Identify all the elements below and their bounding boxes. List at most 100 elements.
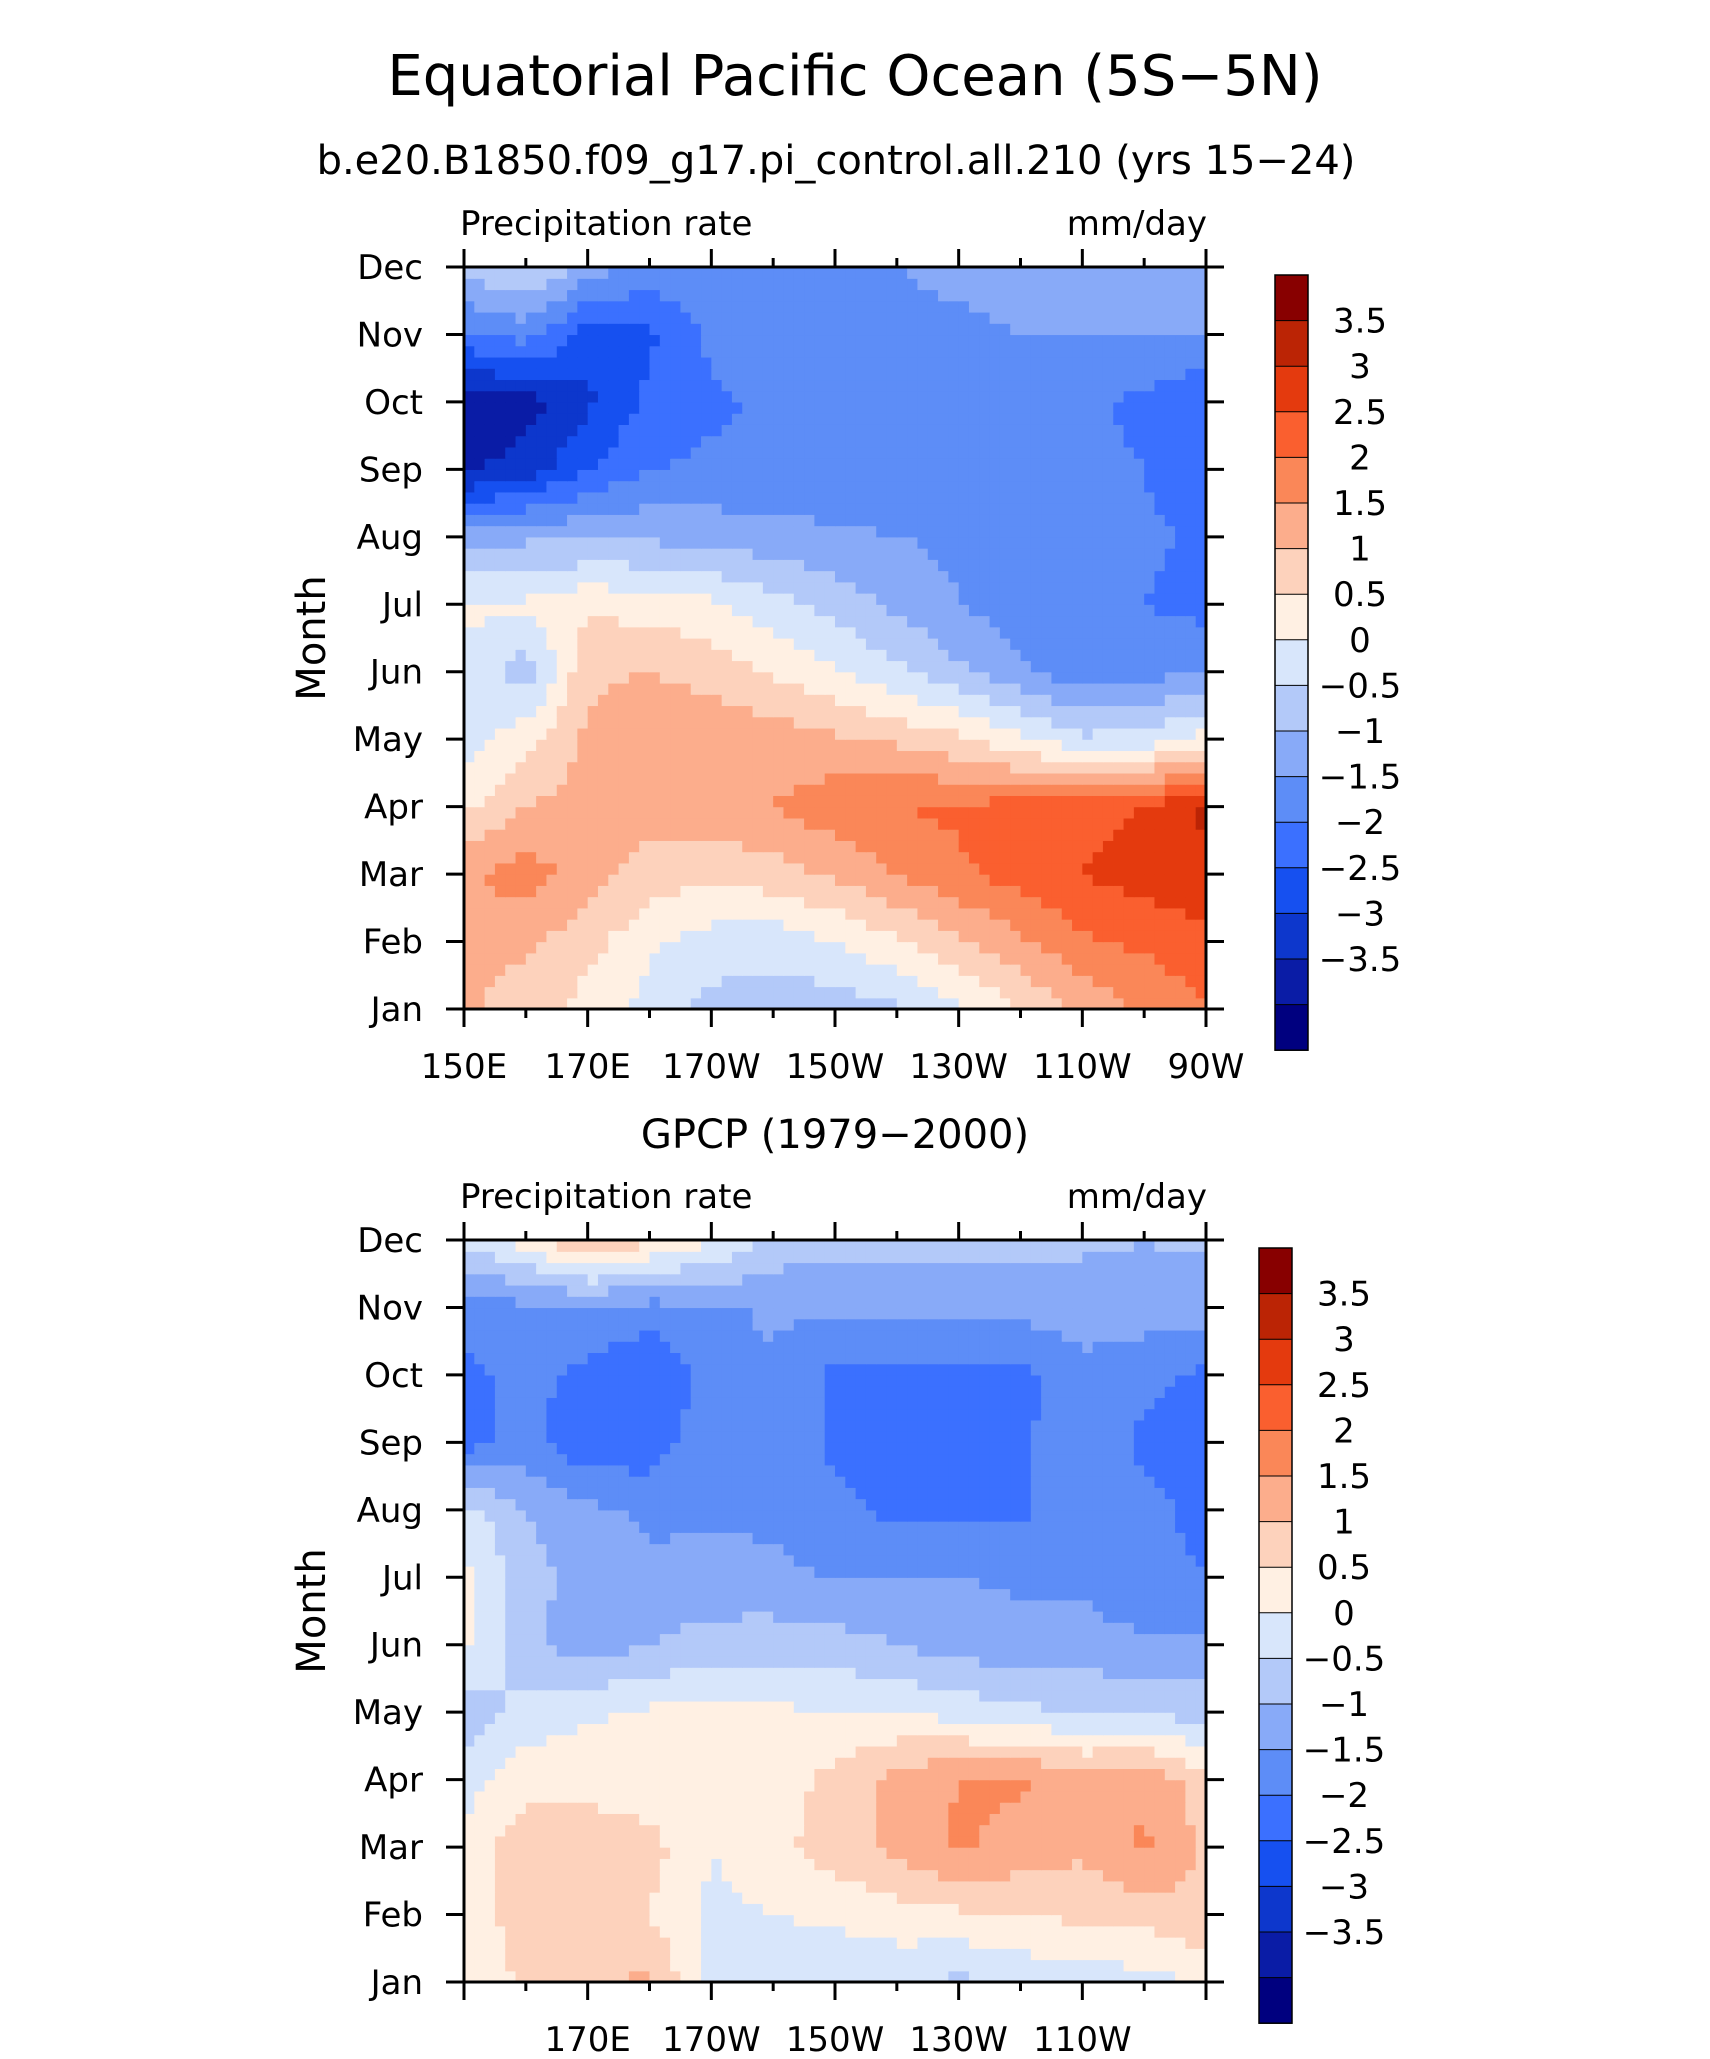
heatmap-cell: [1133, 548, 1145, 560]
heatmap-cell: [494, 930, 506, 943]
heatmap-cell: [762, 536, 774, 549]
heatmap-cell: [752, 525, 764, 538]
heatmap-cell: [876, 727, 888, 740]
heatmap-cell: [1051, 435, 1063, 448]
heatmap-cell: [752, 817, 764, 830]
heatmap-cell: [536, 615, 548, 628]
heatmap-cell: [979, 311, 991, 324]
heatmap-cell: [608, 480, 620, 493]
heatmap-cell: [752, 615, 764, 628]
heatmap-cell: [979, 705, 991, 718]
heatmap-cell: [917, 491, 929, 504]
heatmap-cell: [907, 345, 919, 358]
heatmap-cell: [752, 1959, 764, 1972]
heatmap-cell: [917, 705, 929, 718]
heatmap-cell: [474, 660, 486, 673]
heatmap-cell: [1030, 267, 1042, 279]
heatmap-cell: [731, 716, 743, 729]
heatmap-cell: [1133, 379, 1145, 392]
heatmap-cell: [968, 570, 980, 583]
heatmap-cell: [711, 896, 723, 909]
heatmap-cell: [1123, 1959, 1135, 1972]
heatmap-cell: [567, 323, 578, 336]
heatmap-cell: [505, 491, 517, 504]
heatmap-cell: [628, 1959, 640, 1972]
heatmap-cell: [536, 784, 548, 796]
heatmap-cell: [597, 885, 609, 898]
heatmap-cell: [742, 1959, 754, 1972]
heatmap-cell: [979, 626, 991, 639]
heatmap-cell: [845, 806, 857, 819]
heatmap-cell: [1061, 548, 1073, 560]
heatmap-cell: [1030, 919, 1042, 931]
heatmap-cell: [845, 862, 857, 875]
heatmap-cell: [742, 694, 754, 707]
heatmap-cell: [999, 311, 1011, 324]
heatmap-cell: [1164, 548, 1176, 560]
heatmap-cell: [742, 986, 754, 999]
heatmap-cell: [1195, 705, 1207, 718]
heatmap-cell: [639, 705, 651, 718]
heatmap-cell: [1123, 964, 1135, 976]
heatmap-cell: [876, 885, 888, 898]
heatmap-cell: [546, 862, 558, 875]
heatmap-cell: [835, 559, 846, 572]
heatmap-cell: [824, 682, 836, 695]
heatmap-cell: [865, 649, 877, 662]
heatmap-cell: [474, 379, 486, 392]
heatmap-cell: [1123, 390, 1135, 403]
heatmap-cell: [628, 570, 640, 583]
heatmap-cell: [474, 682, 486, 695]
heatmap-cell: [711, 885, 723, 898]
heatmap-cell: [628, 716, 640, 729]
heatmap-cell: [567, 503, 578, 515]
heatmap-cell: [577, 806, 589, 819]
heatmap-cell: [546, 930, 558, 943]
heatmap-cell: [690, 997, 702, 1010]
heatmap-cell: [804, 458, 815, 470]
heatmap-cell: [989, 548, 1001, 560]
heatmap-cell: [742, 289, 754, 302]
heatmap-cell: [597, 907, 609, 920]
heatmap-cell: [515, 986, 527, 999]
heatmap-cell: [1072, 649, 1083, 662]
heatmap-cell: [1082, 525, 1094, 538]
heatmap-cell: [505, 626, 517, 639]
heatmap-cell: [989, 593, 1001, 605]
heatmap-cell: [1041, 424, 1053, 437]
heatmap-cell: [876, 514, 888, 527]
heatmap-cell: [793, 548, 805, 560]
heatmap-cell: [835, 424, 846, 437]
heatmap-cell: [773, 907, 785, 920]
heatmap-cell: [464, 997, 475, 1010]
heatmap-cell: [659, 997, 671, 1010]
heatmap-cell: [597, 829, 609, 841]
heatmap-cell: [1092, 469, 1104, 482]
heatmap-cell: [1133, 615, 1145, 628]
heatmap-cell: [567, 817, 578, 830]
heatmap-cell: [762, 559, 774, 572]
heatmap-cell: [721, 862, 733, 875]
heatmap-cell: [1082, 491, 1094, 504]
heatmap-cell: [494, 559, 506, 572]
heatmap-cell: [464, 514, 475, 527]
heatmap-cell: [855, 300, 867, 313]
heatmap-cell: [1195, 424, 1207, 437]
heatmap-cell: [865, 862, 877, 875]
heatmap-cell: [577, 1970, 589, 1983]
heatmap-cell: [742, 930, 754, 943]
heatmap-cell: [917, 829, 929, 841]
heatmap-cell: [999, 986, 1011, 999]
heatmap-cell: [886, 469, 898, 482]
heatmap-cell: [907, 548, 919, 560]
heatmap-cell: [927, 694, 939, 707]
heatmap-cell: [1061, 851, 1073, 864]
heatmap-cell: [597, 300, 609, 313]
heatmap-cell: [567, 267, 578, 279]
heatmap-cell: [670, 941, 682, 954]
heatmap-cell: [618, 581, 630, 594]
heatmap-cell: [886, 334, 898, 347]
heatmap-cell: [515, 469, 527, 482]
heatmap-cell: [1164, 952, 1176, 965]
heatmap-cell: [474, 559, 486, 572]
